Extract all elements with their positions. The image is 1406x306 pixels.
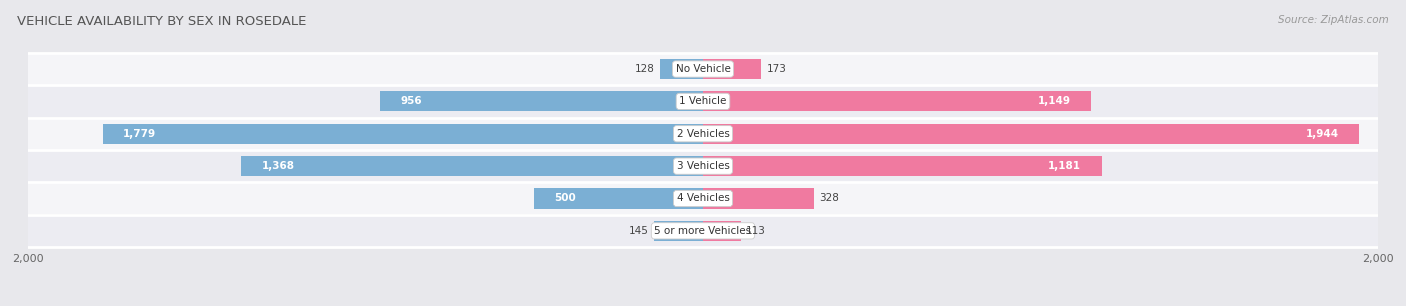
Text: 2 Vehicles: 2 Vehicles [676, 129, 730, 139]
Text: VEHICLE AVAILABILITY BY SEX IN ROSEDALE: VEHICLE AVAILABILITY BY SEX IN ROSEDALE [17, 15, 307, 28]
Text: No Vehicle: No Vehicle [675, 64, 731, 74]
Bar [28, 86, 1378, 117]
Bar [381, 91, 703, 111]
Text: 328: 328 [818, 193, 838, 203]
Bar [703, 156, 1101, 176]
Text: 173: 173 [766, 64, 786, 74]
Text: 1 Vehicle: 1 Vehicle [679, 96, 727, 106]
Bar [28, 215, 1378, 247]
Bar [703, 221, 741, 241]
Text: 1,149: 1,149 [1038, 96, 1070, 106]
Text: 956: 956 [401, 96, 422, 106]
Bar [28, 150, 1378, 182]
Text: 4 Vehicles: 4 Vehicles [676, 193, 730, 203]
Text: 145: 145 [628, 226, 650, 236]
Text: 113: 113 [747, 226, 766, 236]
Text: 1,181: 1,181 [1049, 161, 1081, 171]
Text: 1,368: 1,368 [262, 161, 295, 171]
Bar [703, 59, 762, 79]
Text: 1,779: 1,779 [122, 129, 156, 139]
Bar [103, 124, 703, 144]
Text: 3 Vehicles: 3 Vehicles [676, 161, 730, 171]
Bar [242, 156, 703, 176]
Text: 128: 128 [636, 64, 655, 74]
Text: 1,944: 1,944 [1306, 129, 1339, 139]
Bar [703, 91, 1091, 111]
Bar [28, 183, 1378, 214]
Bar [703, 188, 814, 208]
Bar [703, 124, 1360, 144]
Bar [28, 118, 1378, 150]
Bar [654, 221, 703, 241]
Text: Source: ZipAtlas.com: Source: ZipAtlas.com [1278, 15, 1389, 25]
Text: 5 or more Vehicles: 5 or more Vehicles [654, 226, 752, 236]
Text: 500: 500 [554, 193, 576, 203]
Bar [659, 59, 703, 79]
Bar [534, 188, 703, 208]
Bar [28, 53, 1378, 85]
